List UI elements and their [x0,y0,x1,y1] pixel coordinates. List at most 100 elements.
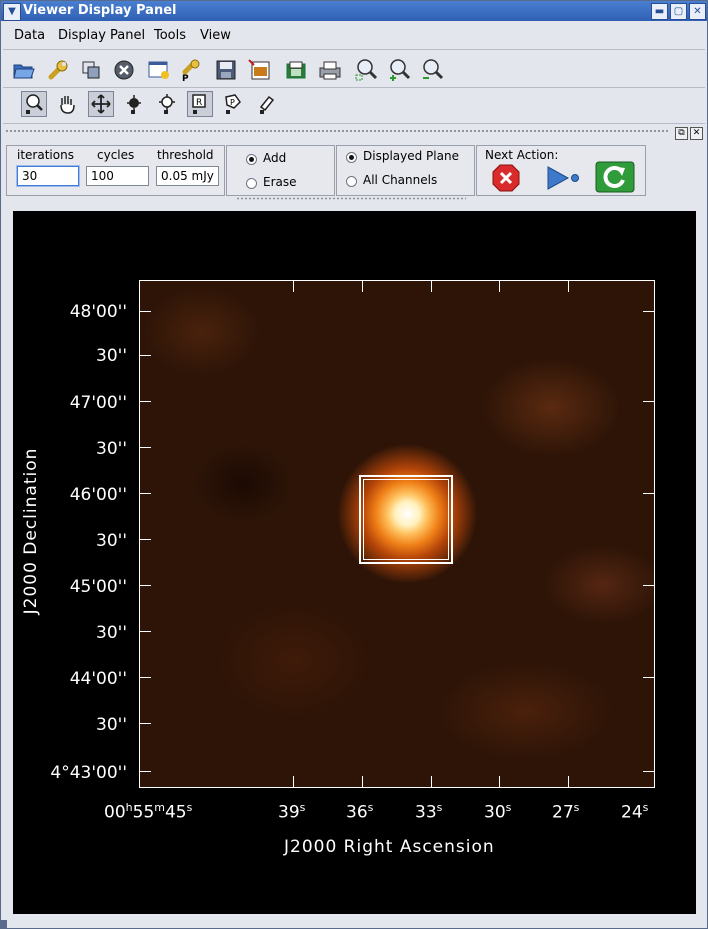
contrast-tool-icon[interactable] [121,91,147,117]
pan-hand-icon[interactable] [54,91,80,117]
main-toolbar: P [1,53,707,87]
ra-tick [293,776,294,788]
point-tool-icon[interactable] [254,91,280,117]
threshold-label: threshold [157,148,214,162]
displayed-plane-label[interactable]: Displayed Plane [363,149,459,163]
export-image-icon[interactable] [246,57,272,83]
new-panel-icon[interactable] [146,57,172,83]
iterations-field[interactable]: 30 [17,166,79,186]
colormap-tool-icon[interactable] [154,91,180,117]
ra-tick [362,776,363,788]
ra-label: 00h55m45s [104,801,193,823]
dec-label: 44'00'' [69,669,127,689]
dec-tick [139,311,151,312]
dec-tick [643,677,655,678]
printer-icon[interactable] [317,57,343,83]
rectangle-region-icon[interactable]: R [187,91,213,117]
menu-tools[interactable]: Tools [154,28,187,43]
copy-panels-icon[interactable] [78,57,104,83]
threshold-field[interactable]: 0.05 mJy [156,166,219,186]
svg-text:R: R [196,98,202,108]
dec-tick [139,493,151,494]
title-bar: ▼ Viewer Display Panel ▬ ▢ ✕ [1,1,707,21]
dec-tick [139,771,151,772]
dec-tick [643,585,655,586]
displayed-plane-radio[interactable] [346,152,357,163]
erase-label[interactable]: Erase [263,175,297,189]
dec-tick [139,447,151,448]
stop-clean-button[interactable] [491,163,521,193]
cycles-label: cycles [97,148,135,162]
redo-clean-button[interactable] [595,161,635,193]
dock-grip[interactable] [5,129,669,133]
ra-label: 36s [346,801,374,823]
mouse-tools-toolbar: R P [9,89,284,121]
ra-tick [293,280,294,292]
dec-tick [643,493,655,494]
dec-label: 4°43'00'' [50,763,127,783]
all-channels-label[interactable]: All Channels [363,173,438,187]
dec-tick [643,401,655,402]
dec-tick [643,311,655,312]
svg-text:P: P [230,98,235,107]
zoom-out-icon[interactable] [420,57,446,83]
wrench-icon[interactable] [45,57,71,83]
close-window-button[interactable]: ✕ [689,3,706,20]
zoom-in-icon[interactable] [387,57,413,83]
zoom-tool-icon[interactable] [21,91,47,117]
ra-label: 39s [278,801,306,823]
dec-label: 30'' [96,439,127,459]
svg-text:P: P [182,74,189,82]
ra-tick [499,776,500,788]
clean-mask-region[interactable] [359,475,453,564]
window-menu-button[interactable]: ▼ [3,3,21,21]
cycles-field[interactable]: 100 [86,166,149,186]
minimize-button[interactable]: ▬ [651,3,668,20]
ra-tick [431,280,432,292]
ra-tick [568,280,569,292]
dec-tick [139,677,151,678]
ra-tick [568,776,569,788]
dec-label: 45'00'' [69,577,127,597]
dec-tick [139,401,151,402]
ra-label: 27s [552,801,580,823]
panel-grip[interactable] [236,197,466,200]
open-folder-icon[interactable] [11,57,37,83]
ra-tick [362,280,363,292]
ra-label: 30s [484,801,512,823]
erase-radio[interactable] [246,178,257,189]
zoom-fit-icon[interactable] [354,57,380,83]
clean-parameters-panel: iterations 30 cycles 100 threshold 0.05 … [6,145,225,196]
dec-label: 30'' [96,531,127,551]
dock-close-icon[interactable]: ✕ [690,127,703,140]
menu-data[interactable]: Data [14,28,46,43]
print-preview-icon[interactable] [283,57,309,83]
polygon-region-icon[interactable]: P [220,91,246,117]
dec-tick [139,723,151,724]
resize-grip[interactable] [1,920,7,928]
y-axis-title: J2000 Declination [21,447,41,615]
dec-tick [139,631,151,632]
maximize-button[interactable]: ▢ [670,3,687,20]
ra-tick [499,280,500,292]
dec-tick [643,771,655,772]
save-icon[interactable] [213,57,239,83]
undock-icon[interactable]: ⧉ [675,127,688,140]
dec-label: 30'' [96,623,127,643]
close-circle-icon[interactable] [111,57,137,83]
all-channels-radio[interactable] [346,176,357,187]
add-radio[interactable] [246,154,257,165]
panel-wrench-icon[interactable]: P [179,57,205,83]
move-arrows-icon[interactable] [88,91,114,117]
dec-tick [139,355,151,356]
mask-mode-panel: Add Erase [226,145,335,196]
next-action-label: Next Action: [485,148,559,162]
ra-label: 24s [621,801,649,823]
menu-view[interactable]: View [200,28,231,43]
menu-display-panel[interactable]: Display Panel [58,28,146,43]
continue-clean-button[interactable] [545,163,581,193]
add-label[interactable]: Add [263,151,287,165]
dec-label: 48'00'' [69,302,127,322]
raster-image[interactable] [139,280,655,788]
